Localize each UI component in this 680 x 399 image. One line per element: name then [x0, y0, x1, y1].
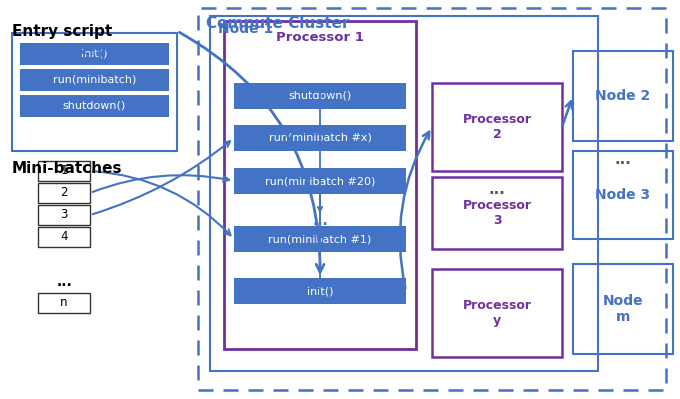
Text: Processor
3: Processor 3 [462, 199, 532, 227]
Bar [573, 51, 673, 141]
Bar [38, 183, 90, 203]
Text: ...: ... [488, 182, 505, 196]
Text: run(minibatch #x): run(minibatch #x) [269, 133, 371, 143]
Bar [234, 226, 406, 252]
Text: Entry script: Entry script [12, 24, 112, 39]
Bar [12, 33, 177, 151]
Text: 2: 2 [61, 186, 68, 200]
Bar [38, 293, 90, 313]
Bar [224, 21, 416, 349]
Text: ...: ... [615, 152, 632, 166]
Text: ...: ... [56, 275, 72, 289]
Text: myScript.py: myScript.py [59, 45, 130, 58]
Bar [198, 8, 666, 390]
Bar [432, 269, 562, 357]
Text: Compute Cluster: Compute Cluster [206, 16, 350, 31]
Text: shutdown(): shutdown() [63, 101, 126, 111]
Bar [234, 125, 406, 151]
Bar [234, 168, 406, 194]
Bar [573, 151, 673, 239]
Text: run(minibatch #1): run(minibatch #1) [269, 234, 372, 244]
Text: Mini-batches: Mini-batches [12, 161, 122, 176]
Bar [234, 83, 406, 109]
Bar [573, 264, 673, 354]
Bar [38, 161, 90, 181]
Text: Node 1: Node 1 [218, 22, 273, 36]
Text: shutdown(): shutdown() [288, 91, 352, 101]
Bar [38, 227, 90, 247]
Bar [38, 205, 90, 225]
Bar [210, 16, 598, 371]
Bar [432, 83, 562, 171]
Text: 4: 4 [61, 231, 68, 243]
Text: 1: 1 [61, 164, 68, 178]
Text: Node 2: Node 2 [596, 89, 651, 103]
Text: Node
m: Node m [602, 294, 643, 324]
Bar [20, 69, 169, 91]
Text: init(): init() [307, 286, 333, 296]
Bar [20, 95, 169, 117]
Bar [20, 43, 169, 65]
Bar [234, 278, 406, 304]
Bar [432, 177, 562, 249]
Text: init(): init() [81, 49, 107, 59]
Text: Processor 1: Processor 1 [276, 31, 364, 44]
Text: Processor
2: Processor 2 [462, 113, 532, 141]
Text: run(minibatch #20): run(minibatch #20) [265, 176, 375, 186]
Text: ...: ... [312, 214, 328, 228]
Text: 3: 3 [61, 209, 68, 221]
Text: n: n [61, 296, 68, 310]
Text: run(minibatch): run(minibatch) [53, 75, 136, 85]
Text: Processor
y: Processor y [462, 299, 532, 327]
Text: Node 3: Node 3 [596, 188, 651, 202]
